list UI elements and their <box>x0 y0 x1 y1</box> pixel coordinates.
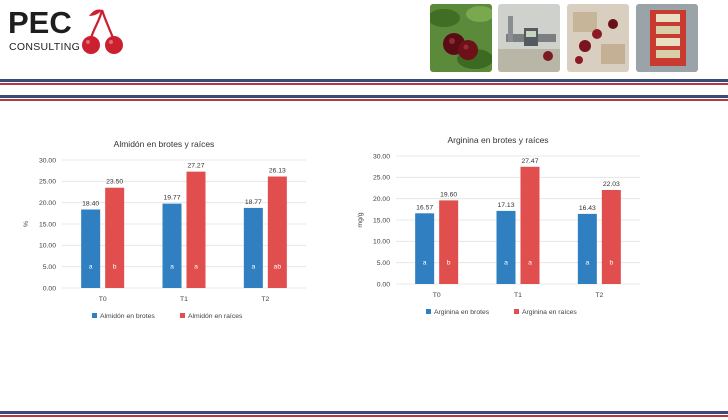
significance-letter: a <box>89 263 93 270</box>
bar <box>496 210 516 284</box>
data-label: 23.50 <box>106 179 123 186</box>
footer-band <box>0 411 728 414</box>
bar <box>186 171 206 288</box>
photo-gel-strip <box>636 4 698 72</box>
y-tick-label: 0.00 <box>43 285 56 292</box>
header-band-top-red <box>0 83 728 85</box>
y-tick-label: 15.00 <box>39 221 56 228</box>
x-tick-label: T2 <box>595 292 603 299</box>
significance-letter: a <box>504 259 508 266</box>
legend-swatch <box>180 313 185 318</box>
legend-entry: Almidón en brotes <box>100 313 155 320</box>
bar <box>439 200 459 284</box>
photo-cherries-tree <box>430 4 492 72</box>
y-axis-label: % <box>23 221 30 227</box>
significance-letter: a <box>194 263 198 270</box>
legend-entry: Almidón en raíces <box>188 313 243 320</box>
data-label: 27.47 <box>521 158 538 165</box>
bar <box>81 209 101 288</box>
chart-title: Almidón en brotes y raíces <box>114 139 215 149</box>
x-tick-label: T2 <box>261 296 269 303</box>
y-tick-label: 15.00 <box>373 217 390 224</box>
chart-arginina-svg: Arginina en brotes y raíces mg/g 0.00 5.00 1… <box>357 135 640 316</box>
significance-letter: a <box>251 263 255 270</box>
chart-almidon-svg: Almidón en brotes y raíces% 0.00 5.00 10.00… <box>23 139 306 320</box>
y-tick-label: 0.00 <box>377 281 390 288</box>
footer-band-red <box>0 415 728 417</box>
bar <box>267 176 287 288</box>
y-tick-label: 20.00 <box>373 196 390 203</box>
data-label: 17.13 <box>497 202 514 209</box>
bar <box>520 166 540 284</box>
chart-almidon: Almidón en brotes y raíces% 0.00 5.00 10.00… <box>18 130 318 330</box>
x-tick-label: T1 <box>180 296 188 303</box>
logo-subtitle: CONSULTING <box>9 41 81 53</box>
data-label: 22.03 <box>603 181 620 188</box>
data-label: 16.57 <box>416 204 433 211</box>
data-label: 26.13 <box>269 168 286 175</box>
y-tick-label: 5.00 <box>43 264 56 271</box>
legend-swatch <box>514 309 519 314</box>
significance-letter: a <box>585 259 589 266</box>
legend-swatch <box>426 309 431 314</box>
photo-caliper <box>498 4 560 72</box>
header-band-top <box>0 79 728 82</box>
significance-letter: b <box>447 259 451 266</box>
data-label: 19.60 <box>440 191 457 198</box>
y-axis-label: mg/g <box>357 212 364 227</box>
bar <box>415 213 435 284</box>
y-tick-label: 25.00 <box>39 179 56 186</box>
bar <box>105 187 125 288</box>
x-tick-label: T0 <box>99 296 107 303</box>
data-label: 18.77 <box>245 199 262 206</box>
legend-entry: Arginina en brotes <box>434 309 490 316</box>
y-tick-label: 10.00 <box>39 243 56 250</box>
legend-entry: Arginina en raíces <box>522 309 577 316</box>
significance-letter: ab <box>274 263 282 270</box>
x-tick-label: T0 <box>433 292 441 299</box>
bar <box>577 213 597 284</box>
logo-wordmark: PEC <box>8 5 72 40</box>
data-label: 19.77 <box>163 195 180 202</box>
y-tick-label: 25.00 <box>373 175 390 182</box>
y-tick-label: 20.00 <box>39 200 56 207</box>
y-tick-label: 30.00 <box>39 157 56 164</box>
chart-title: Arginina en brotes y raíces <box>447 135 548 145</box>
x-tick-label: T1 <box>514 292 522 299</box>
y-tick-label: 30.00 <box>373 153 390 160</box>
cherry-icon <box>82 9 123 54</box>
data-label: 18.40 <box>82 200 99 207</box>
bar <box>243 207 263 288</box>
significance-letter: b <box>609 259 613 266</box>
significance-letter: a <box>170 263 174 270</box>
data-label: 27.27 <box>187 163 204 170</box>
header-band-bottom-red <box>0 99 728 101</box>
significance-letter: a <box>423 259 427 266</box>
bar <box>162 203 182 288</box>
y-tick-label: 5.00 <box>377 260 390 267</box>
significance-letter: a <box>528 259 532 266</box>
legend-swatch <box>92 313 97 318</box>
header-band-bottom <box>0 95 728 98</box>
significance-letter: b <box>113 263 117 270</box>
data-label: 16.43 <box>579 205 596 212</box>
photo-cherry-samples <box>567 4 629 72</box>
pec-consulting-logo: PEC CONSULTING <box>8 6 128 56</box>
chart-arginina: Arginina en brotes y raíces mg/g 0.00 5.00 1… <box>352 126 652 326</box>
y-tick-label: 10.00 <box>373 239 390 246</box>
bar <box>601 190 621 284</box>
